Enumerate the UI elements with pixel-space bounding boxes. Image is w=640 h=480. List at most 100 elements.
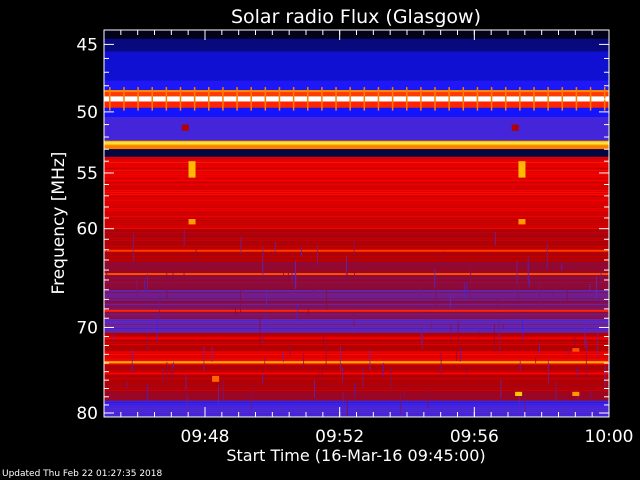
heatmap-row xyxy=(104,180,609,181)
heatmap-row xyxy=(104,242,609,243)
time-streak xyxy=(539,343,541,355)
heatmap-row xyxy=(104,302,609,303)
heatmap-row xyxy=(104,366,609,367)
comb-mark xyxy=(208,87,210,111)
heatmap-row xyxy=(104,230,609,231)
heatmap-row xyxy=(104,268,609,269)
time-streak xyxy=(183,229,185,247)
comb-mark xyxy=(165,87,168,111)
time-streak xyxy=(538,281,540,309)
heatmap-area xyxy=(104,30,609,417)
heatmap-band xyxy=(104,91,609,97)
time-streak xyxy=(318,372,320,381)
heatmap-row xyxy=(104,290,609,291)
heatmap-row xyxy=(104,384,609,385)
x-axis-label: Start Time (16-Mar-16 09:45:00) xyxy=(226,446,485,465)
heatmap-row xyxy=(104,390,609,391)
heatmap-row xyxy=(104,292,609,293)
time-streak xyxy=(577,393,579,399)
heatmap-row xyxy=(104,300,609,301)
comb-mark xyxy=(137,87,139,111)
heatmap-row xyxy=(104,348,609,349)
hot-line xyxy=(104,90,609,93)
heatmap-row xyxy=(104,402,609,403)
comb-mark xyxy=(278,87,281,111)
heatmap-row xyxy=(104,286,609,287)
heatmap-row xyxy=(104,236,609,237)
time-streak xyxy=(382,362,384,377)
heatmap-row xyxy=(104,410,609,411)
time-streak xyxy=(440,350,442,376)
time-streak xyxy=(295,270,297,287)
hot-line xyxy=(104,361,609,364)
heatmap-row xyxy=(104,246,609,247)
comb-mark xyxy=(321,87,323,111)
comb-mark xyxy=(533,87,535,111)
time-streak xyxy=(600,270,602,283)
heatmap-row xyxy=(104,226,609,227)
heatmap-row xyxy=(104,318,609,319)
time-streak xyxy=(604,365,606,388)
time-streak xyxy=(400,393,402,415)
time-streak xyxy=(136,279,138,300)
heatmap-row xyxy=(104,262,609,263)
time-streak xyxy=(211,347,213,363)
time-streak xyxy=(322,333,324,346)
burst xyxy=(181,124,189,131)
time-streak xyxy=(265,314,267,332)
time-streak xyxy=(235,308,237,316)
heatmap-row xyxy=(104,238,609,239)
comb-mark xyxy=(335,87,337,111)
heatmap-row xyxy=(104,276,609,277)
heatmap-row xyxy=(104,352,609,353)
y-tick-label: 55 xyxy=(76,164,98,184)
time-streak xyxy=(287,267,289,287)
time-streak xyxy=(496,297,498,309)
x-tick-label: 09:56 xyxy=(450,427,499,447)
time-streak xyxy=(466,365,468,380)
time-streak xyxy=(345,255,347,276)
time-streak xyxy=(326,285,328,310)
time-streak xyxy=(418,287,420,296)
burst xyxy=(518,161,526,178)
heatmap-row xyxy=(104,312,609,313)
heatmap-row xyxy=(104,320,609,321)
time-streak xyxy=(354,382,356,398)
heatmap-row xyxy=(104,168,609,169)
time-streak xyxy=(183,265,185,281)
time-streak xyxy=(110,390,112,399)
hot-line xyxy=(104,105,609,108)
heatmap-band xyxy=(104,318,609,333)
heatmap-row xyxy=(104,356,609,357)
comb-mark xyxy=(589,87,592,111)
time-streak xyxy=(516,261,518,284)
heatmap-row xyxy=(104,222,609,223)
comb-mark xyxy=(193,87,196,111)
time-streak xyxy=(346,395,348,417)
chart-title: Solar radio Flux (Glasgow) xyxy=(231,6,481,28)
time-streak xyxy=(185,374,187,391)
heatmap-row xyxy=(104,296,609,297)
time-streak xyxy=(403,388,405,398)
comb-mark xyxy=(547,87,549,111)
burst xyxy=(188,161,196,178)
burst xyxy=(572,348,580,352)
time-streak xyxy=(291,273,293,282)
heatmap-row xyxy=(104,282,609,283)
y-tick-label: 45 xyxy=(76,35,98,55)
heatmap-row xyxy=(104,400,609,401)
heatmap-band xyxy=(104,96,609,102)
time-streak xyxy=(500,379,502,398)
time-streak xyxy=(266,291,268,307)
comb-mark xyxy=(519,87,521,111)
time-streak xyxy=(420,330,422,345)
time-streak xyxy=(186,393,188,412)
time-streak xyxy=(555,381,557,402)
time-streak xyxy=(274,242,276,252)
comb-mark xyxy=(448,87,450,111)
hot-line xyxy=(104,273,609,276)
time-streak xyxy=(313,380,315,398)
heatmap-row xyxy=(104,208,609,209)
time-streak xyxy=(146,274,148,289)
